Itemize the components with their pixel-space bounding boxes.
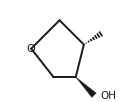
Polygon shape <box>76 77 96 97</box>
Text: O: O <box>27 44 36 54</box>
Text: OH: OH <box>100 91 116 101</box>
